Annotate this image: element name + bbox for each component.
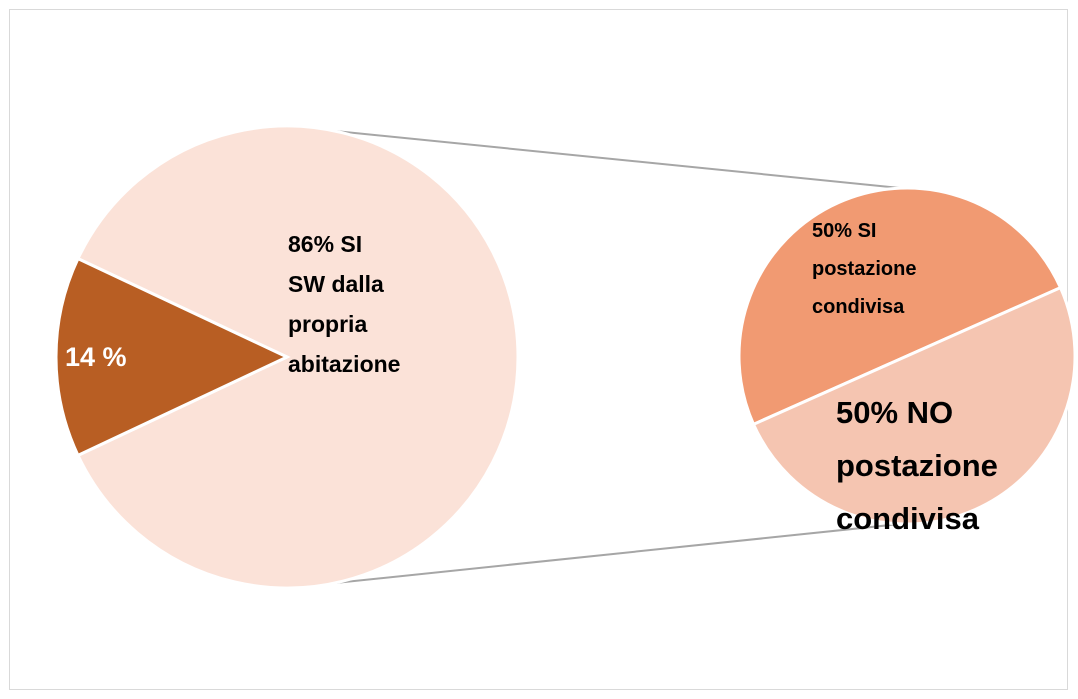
slice-label-line: propria <box>288 311 367 337</box>
slice-label-line: 50% SI <box>812 220 876 242</box>
connector-line-bottom <box>334 522 902 584</box>
pie-slice-si-home <box>75 124 520 590</box>
pie-slice-no-postazione <box>751 285 1077 526</box>
slice-label-14-percent: 14 % <box>65 342 127 372</box>
slice-label-line: 50% NO <box>836 395 953 430</box>
slice-label-line: postazione <box>812 258 916 280</box>
slice-label-si-postazione: 50% SI postazione condivisa <box>812 220 922 318</box>
slice-label-line: 86% SI <box>288 231 362 257</box>
slice-label-line: SW dalla <box>288 271 384 297</box>
secondary-pie <box>737 186 1077 526</box>
slice-label-line: 14 % <box>65 342 127 372</box>
main-pie <box>54 124 520 590</box>
pie-slice-si-postazione <box>737 186 1063 427</box>
slice-label-no-postazione: 50% NO postazione condivisa <box>836 395 1007 536</box>
slice-label-line: postazione <box>836 448 998 483</box>
slice-label-line: condivisa <box>836 501 980 536</box>
pie-slice-14-percent <box>54 256 291 458</box>
slice-label-si-home: 86% SI SW dalla propria abitazione <box>288 231 400 377</box>
connector-lines <box>334 130 902 584</box>
connector-line-top <box>334 130 902 190</box>
slice-label-line: abitazione <box>288 351 400 377</box>
slice-label-line: condivisa <box>812 296 905 318</box>
